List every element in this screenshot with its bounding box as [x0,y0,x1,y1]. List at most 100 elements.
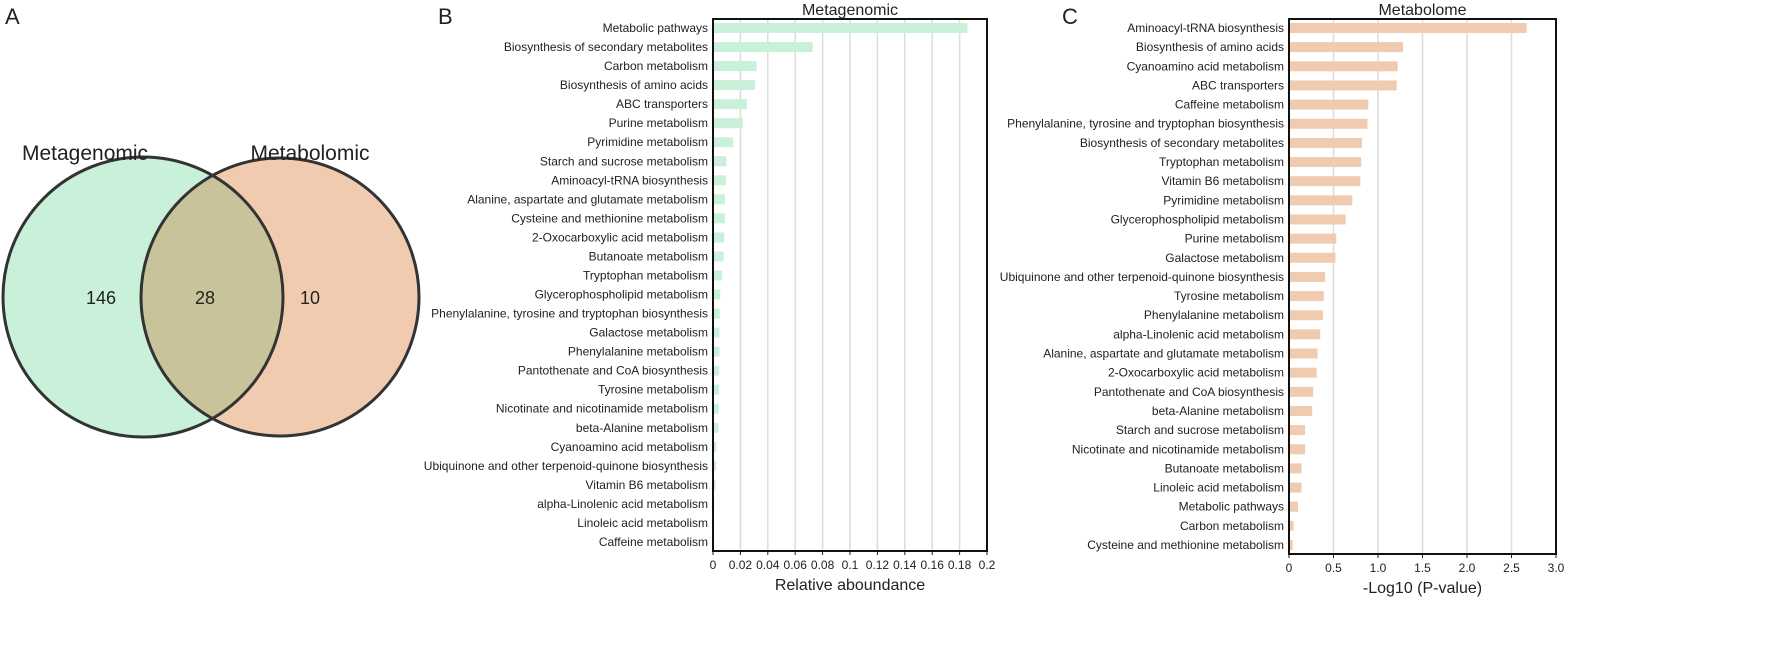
metagenomic-title: Metagenomic [802,2,898,19]
metagenomic-bar [714,460,717,471]
metagenomic-category-label: Biosynthesis of secondary metabolites [504,40,708,54]
metagenomic-bar [714,61,757,72]
metabolome-category-label: ABC transporters [1192,78,1284,92]
metagenomic-bar [714,384,720,395]
venn-count-metabolomic-only: 10 [300,288,320,308]
metabolome-category-label: Cyanoamino acid metabolism [1127,59,1284,73]
metagenomic-tick-label: 0.02 [729,558,753,572]
metabolome-title: Metabolome [1378,2,1466,19]
metagenomic-bar [714,403,719,414]
metagenomic-category-label: Glycerophospholipid metabolism [535,288,708,302]
metabolome-bar [1290,348,1318,359]
metabolome-category-label: Tryptophan metabolism [1159,155,1284,169]
metabolome-bar [1290,405,1313,416]
venn-intersection [141,158,283,436]
metagenomic-bar [714,289,721,300]
metagenomic-category-label: ABC transporters [616,97,708,111]
metabolome-bar [1290,214,1346,225]
metagenomic-bar [714,365,720,376]
metabolome-category-label: Nicotinate and nicotinamide metabolism [1072,442,1284,456]
metagenomic-bar [714,156,727,167]
metabolome-category-label: Cysteine and methionine metabolism [1087,538,1284,552]
metabolome-tick-label: 0.5 [1325,561,1342,575]
metabolome-bar [1290,157,1362,168]
metabolome-bar [1290,80,1397,91]
metabolome-category-label: Galactose metabolism [1165,251,1284,265]
metabolome-category-label: Ubiquinone and other terpenoid-quinone b… [1000,270,1284,284]
metagenomic-category-label: beta-Alanine metabolism [576,421,708,435]
metagenomic-category-label: Phenylalanine metabolism [568,345,708,359]
metabolome-category-label: Aminoacyl-tRNA biosynthesis [1127,21,1284,35]
metagenomic-tick-label: 0.04 [756,558,780,572]
metabolome-bar [1290,386,1314,397]
venn-label-metabolomic: Metabolomic [250,142,369,165]
metabolome-tick-label: 2.0 [1459,561,1476,575]
metabolome-bar [1290,176,1361,187]
metagenomic-tick-label: 0 [710,558,717,572]
metagenomic-bar [714,479,716,490]
panel-label-a: A [5,4,20,29]
metabolome-bar [1290,137,1363,148]
metagenomic-bar [714,194,725,205]
metagenomic-category-label: Purine metabolism [609,116,708,130]
metagenomic-tick-label: 0.2 [979,558,996,572]
metabolome-category-label: Pantothenate and CoA biosynthesis [1094,385,1284,399]
metagenomic-category-label: Ubiquinone and other terpenoid-quinone b… [424,459,708,473]
metabolome-bar [1290,233,1337,244]
metabolome-category-label: Linoleic acid metabolism [1153,481,1284,495]
metagenomic-category-label: Galactose metabolism [589,326,708,340]
metagenomic-tick-label: 0.1 [842,558,859,572]
metagenomic-category-label: Carbon metabolism [604,59,708,73]
venn-count-metagenomic-only: 146 [86,288,116,308]
metabolome-plot-frame [1288,18,1557,555]
metabolome-category-label: Phenylalanine metabolism [1144,308,1284,322]
metabolome-category-label: Caffeine metabolism [1175,98,1284,112]
venn-count-intersection: 28 [195,288,215,308]
metagenomic-bar [714,270,723,281]
metagenomic-tick-label: 0.08 [811,558,835,572]
metagenomic-plot-frame [712,18,988,552]
metagenomic-tick-label: 0.14 [893,558,917,572]
metabolome-category-label: Butanoate metabolism [1165,461,1284,475]
metabolome-tick-label: 2.5 [1503,561,1520,575]
metabolome-category-label: Alanine, aspartate and glutamate metabol… [1043,347,1284,361]
metabolome-bar [1290,540,1293,550]
metagenomic-category-label: Metabolic pathways [603,21,708,35]
metagenomic-tick-label: 0.12 [866,558,890,572]
venn-label-metagenomic: Metagenomic [22,142,148,165]
metabolome-bar [1290,501,1299,512]
metabolome-bar [1290,463,1302,474]
metagenomic-bar [714,346,720,357]
metabolome-bar [1290,291,1324,302]
metagenomic-bar [714,213,725,224]
metabolome-tick-label: 1.0 [1370,561,1387,575]
metagenomic-category-label: Vitamin B6 metabolism [586,478,709,492]
metabolome-category-label: Metabolic pathways [1179,500,1284,514]
metagenomic-category-label: Cyanoamino acid metabolism [551,440,708,454]
metagenomic-category-label: Butanoate metabolism [589,249,708,263]
metabolome-bar [1290,310,1323,321]
metagenomic-category-label: Tyrosine metabolism [598,383,708,397]
metabolome-bar [1290,482,1302,493]
metabolome-bar [1290,367,1317,378]
metabolome-category-label: beta-Alanine metabolism [1152,404,1284,418]
metabolome-x-axis-label: -Log10 (P-value) [1363,580,1482,597]
metagenomic-bar [714,42,813,53]
metabolome-category-label: Purine metabolism [1185,232,1284,246]
metagenomic-bar [714,80,756,91]
metabolome-category-label: alpha-Linolenic acid metabolism [1113,327,1284,341]
metagenomic-category-label: Cysteine and methionine metabolism [511,211,708,225]
metagenomic-category-label: Nicotinate and nicotinamide metabolism [496,402,708,416]
metagenomic-category-label: Pyrimidine metabolism [587,135,708,149]
metabolome-bar [1290,444,1306,455]
metabolome-category-label: Biosynthesis of secondary metabolites [1080,136,1284,150]
metabolome-category-label: Pyrimidine metabolism [1163,193,1284,207]
metabolome-category-label: Tyrosine metabolism [1174,289,1284,303]
metagenomic-bar [714,422,719,433]
metagenomic-bar [714,175,727,186]
metabolome-bar [1290,252,1336,263]
metabolome-bar [1290,520,1294,531]
metagenomic-bar [714,23,968,33]
metagenomic-category-label: 2-Oxocarboxylic acid metabolism [532,230,708,244]
